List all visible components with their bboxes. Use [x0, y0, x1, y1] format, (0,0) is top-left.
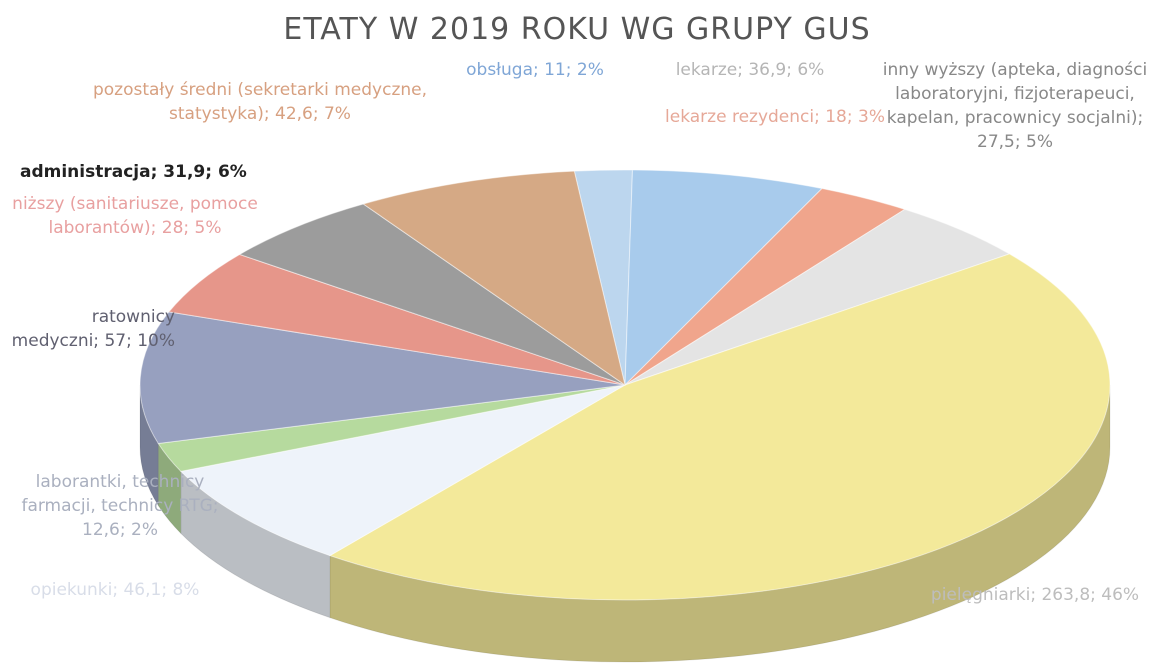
chart-title: ETATY W 2019 ROKU WG GRUPY GUS — [283, 12, 871, 47]
slice — [328, 253, 1111, 601]
slice — [238, 203, 626, 386]
data-label: pozostały średni (sekretarki medyczne, s… — [92, 80, 428, 124]
data-label: inny wyższy (apteka, diagności laborator… — [882, 60, 1148, 152]
slice — [624, 169, 824, 387]
data-label: laborantki, technicy farmacji, technicy … — [21, 472, 219, 540]
data-label: pielęgniarki; 263,8; 46% — [930, 585, 1140, 605]
data-label: lekarze rezydenci; 18; 3% — [665, 107, 885, 127]
slice — [179, 384, 626, 557]
data-label: ratownicy medyczni; 57; 10% — [11, 307, 175, 351]
slice — [139, 311, 626, 445]
data-label: obsługa; 11; 2% — [466, 60, 604, 80]
data-label: administracja; 31,9; 6% — [20, 162, 247, 182]
slice — [362, 170, 626, 387]
slice — [167, 253, 626, 386]
data-label: opiekunki; 46,1; 8% — [30, 580, 200, 600]
data-label: lekarze; 36,9; 6% — [675, 60, 825, 80]
data-label: niższy (sanitariusze, pomoce laborantów)… — [12, 194, 258, 238]
